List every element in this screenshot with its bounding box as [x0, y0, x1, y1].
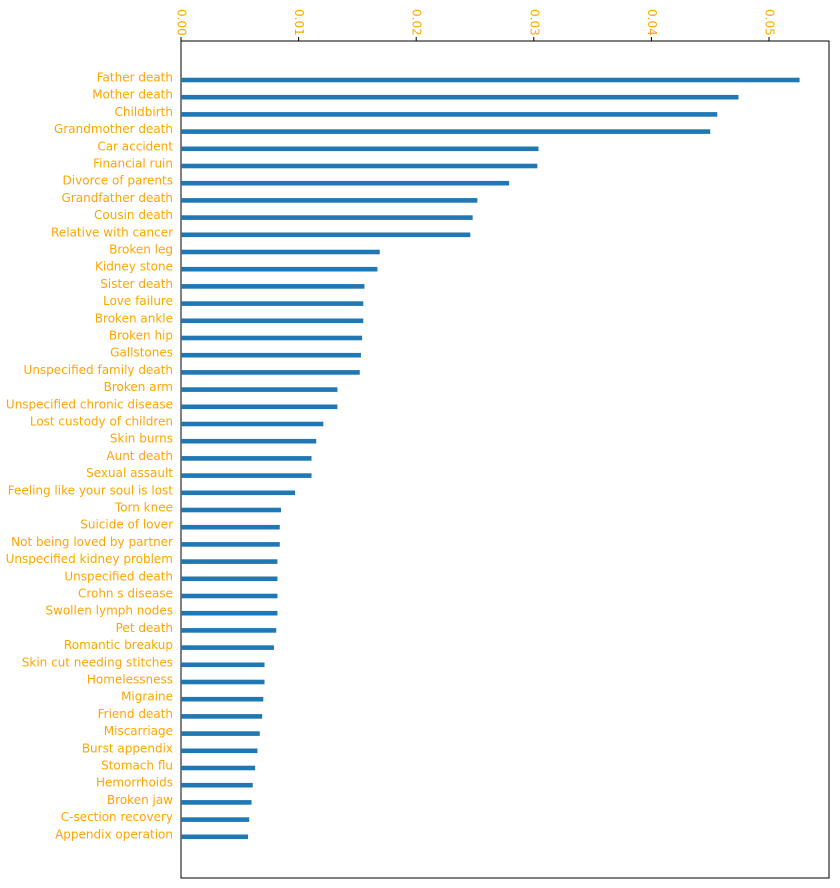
y-tick-label: Love failure	[103, 294, 173, 308]
y-tick-label: Car accident	[97, 139, 173, 153]
bar	[181, 387, 338, 392]
y-tick-label: Aunt death	[106, 449, 173, 463]
y-tick-label: Unspecified family death	[24, 363, 173, 377]
y-tick-label: Sister death	[100, 277, 173, 291]
bar	[181, 129, 711, 134]
bar	[181, 662, 265, 668]
y-tick-label: C-section recovery	[61, 810, 173, 824]
bar	[181, 180, 510, 186]
y-tick-label: Childbirth	[115, 105, 173, 119]
y-tick-label: Relative with cancer	[51, 225, 173, 239]
bar	[181, 77, 800, 83]
bar	[181, 507, 281, 513]
x-tick-label: 0.03	[527, 9, 541, 36]
bar	[181, 232, 471, 238]
x-tick-label: 0.05	[763, 9, 777, 36]
y-tick-label: Unspecified death	[64, 569, 173, 583]
y-tick-label: Torn knee	[114, 501, 173, 515]
bar	[181, 266, 378, 272]
bar	[181, 215, 473, 220]
bar	[181, 404, 338, 410]
bar	[181, 163, 538, 169]
bar	[181, 800, 252, 805]
y-tick-label: Stomach flu	[101, 759, 173, 773]
y-tick-label: Divorce of parents	[63, 174, 173, 188]
bar	[181, 318, 364, 324]
y-tick-label: Pet death	[116, 621, 173, 635]
bar	[181, 542, 280, 547]
y-tick-label: Sexual assault	[86, 466, 173, 480]
y-tick-label: Gallstones	[110, 346, 173, 360]
y-tick-label: Migraine	[121, 690, 173, 704]
x-tick-label: 0.02	[410, 9, 424, 36]
y-tick-label: Unspecified chronic disease	[6, 397, 173, 411]
bar	[181, 610, 278, 616]
y-tick-label: Skin burns	[110, 432, 173, 446]
bar	[181, 524, 280, 530]
bar	[181, 731, 260, 736]
bar	[181, 198, 478, 203]
y-tick-label: Swollen lymph nodes	[45, 604, 173, 618]
bar	[181, 576, 278, 582]
bar	[181, 834, 249, 840]
y-tick-label: Burst appendix	[82, 741, 173, 755]
bar	[181, 352, 361, 358]
y-tick-label: Cousin death	[94, 208, 173, 222]
bar	[181, 765, 256, 771]
y-tick-label: Romantic breakup	[64, 638, 173, 652]
bar	[181, 112, 718, 117]
bar	[181, 284, 365, 289]
bar	[181, 146, 539, 152]
bar	[181, 817, 250, 822]
bar	[181, 559, 278, 564]
y-tick-label: Financial ruin	[93, 157, 173, 171]
bar	[181, 748, 258, 754]
y-tick-label: Not being loved by partner	[11, 535, 173, 549]
y-tick-label: Kidney stone	[95, 260, 173, 274]
bar	[181, 473, 312, 478]
y-tick-label: Friend death	[98, 707, 173, 721]
bar	[181, 628, 277, 633]
y-tick-label: Lost custody of children	[30, 415, 173, 429]
y-tick-label: Homelessness	[87, 673, 173, 687]
y-tick-label: Grandfather death	[62, 191, 174, 205]
bar	[181, 782, 253, 788]
y-tick-label: Hemorrhoids	[96, 776, 173, 790]
bar	[181, 249, 380, 255]
bar	[181, 301, 364, 306]
y-tick-label: Broken arm	[104, 380, 173, 394]
y-tick-label: Crohn s disease	[78, 587, 173, 601]
y-tick-label: Broken jaw	[107, 793, 173, 807]
bar	[181, 335, 363, 341]
bar	[181, 645, 274, 650]
y-tick-label: Grandmother death	[54, 122, 173, 136]
bar	[181, 714, 263, 719]
bar	[181, 370, 360, 375]
bar	[181, 421, 324, 427]
y-tick-label: Father death	[97, 71, 173, 85]
y-tick-label: Broken hip	[109, 329, 173, 343]
y-tick-label: Miscarriage	[104, 724, 173, 738]
bar	[181, 438, 317, 444]
y-tick-label: Skin cut needing stitches	[22, 655, 173, 669]
y-tick-label: Unspecified kidney problem	[6, 552, 173, 566]
bar	[181, 696, 264, 702]
bar	[181, 490, 296, 496]
y-tick-label: Suicide of lover	[80, 518, 173, 532]
y-tick-label: Broken leg	[109, 243, 173, 257]
y-tick-label: Feeling like your soul is lost	[8, 483, 174, 497]
bar	[181, 679, 265, 685]
x-tick-label: 0.00	[175, 9, 189, 36]
y-tick-label: Mother death	[92, 88, 173, 102]
bar	[181, 456, 312, 461]
bar	[181, 593, 278, 599]
y-tick-label: Broken ankle	[95, 311, 173, 325]
bar	[181, 94, 739, 100]
x-tick-label: 0.04	[645, 9, 659, 36]
x-tick-label: 0.01	[292, 9, 306, 36]
y-tick-label: Appendix operation	[55, 827, 173, 841]
